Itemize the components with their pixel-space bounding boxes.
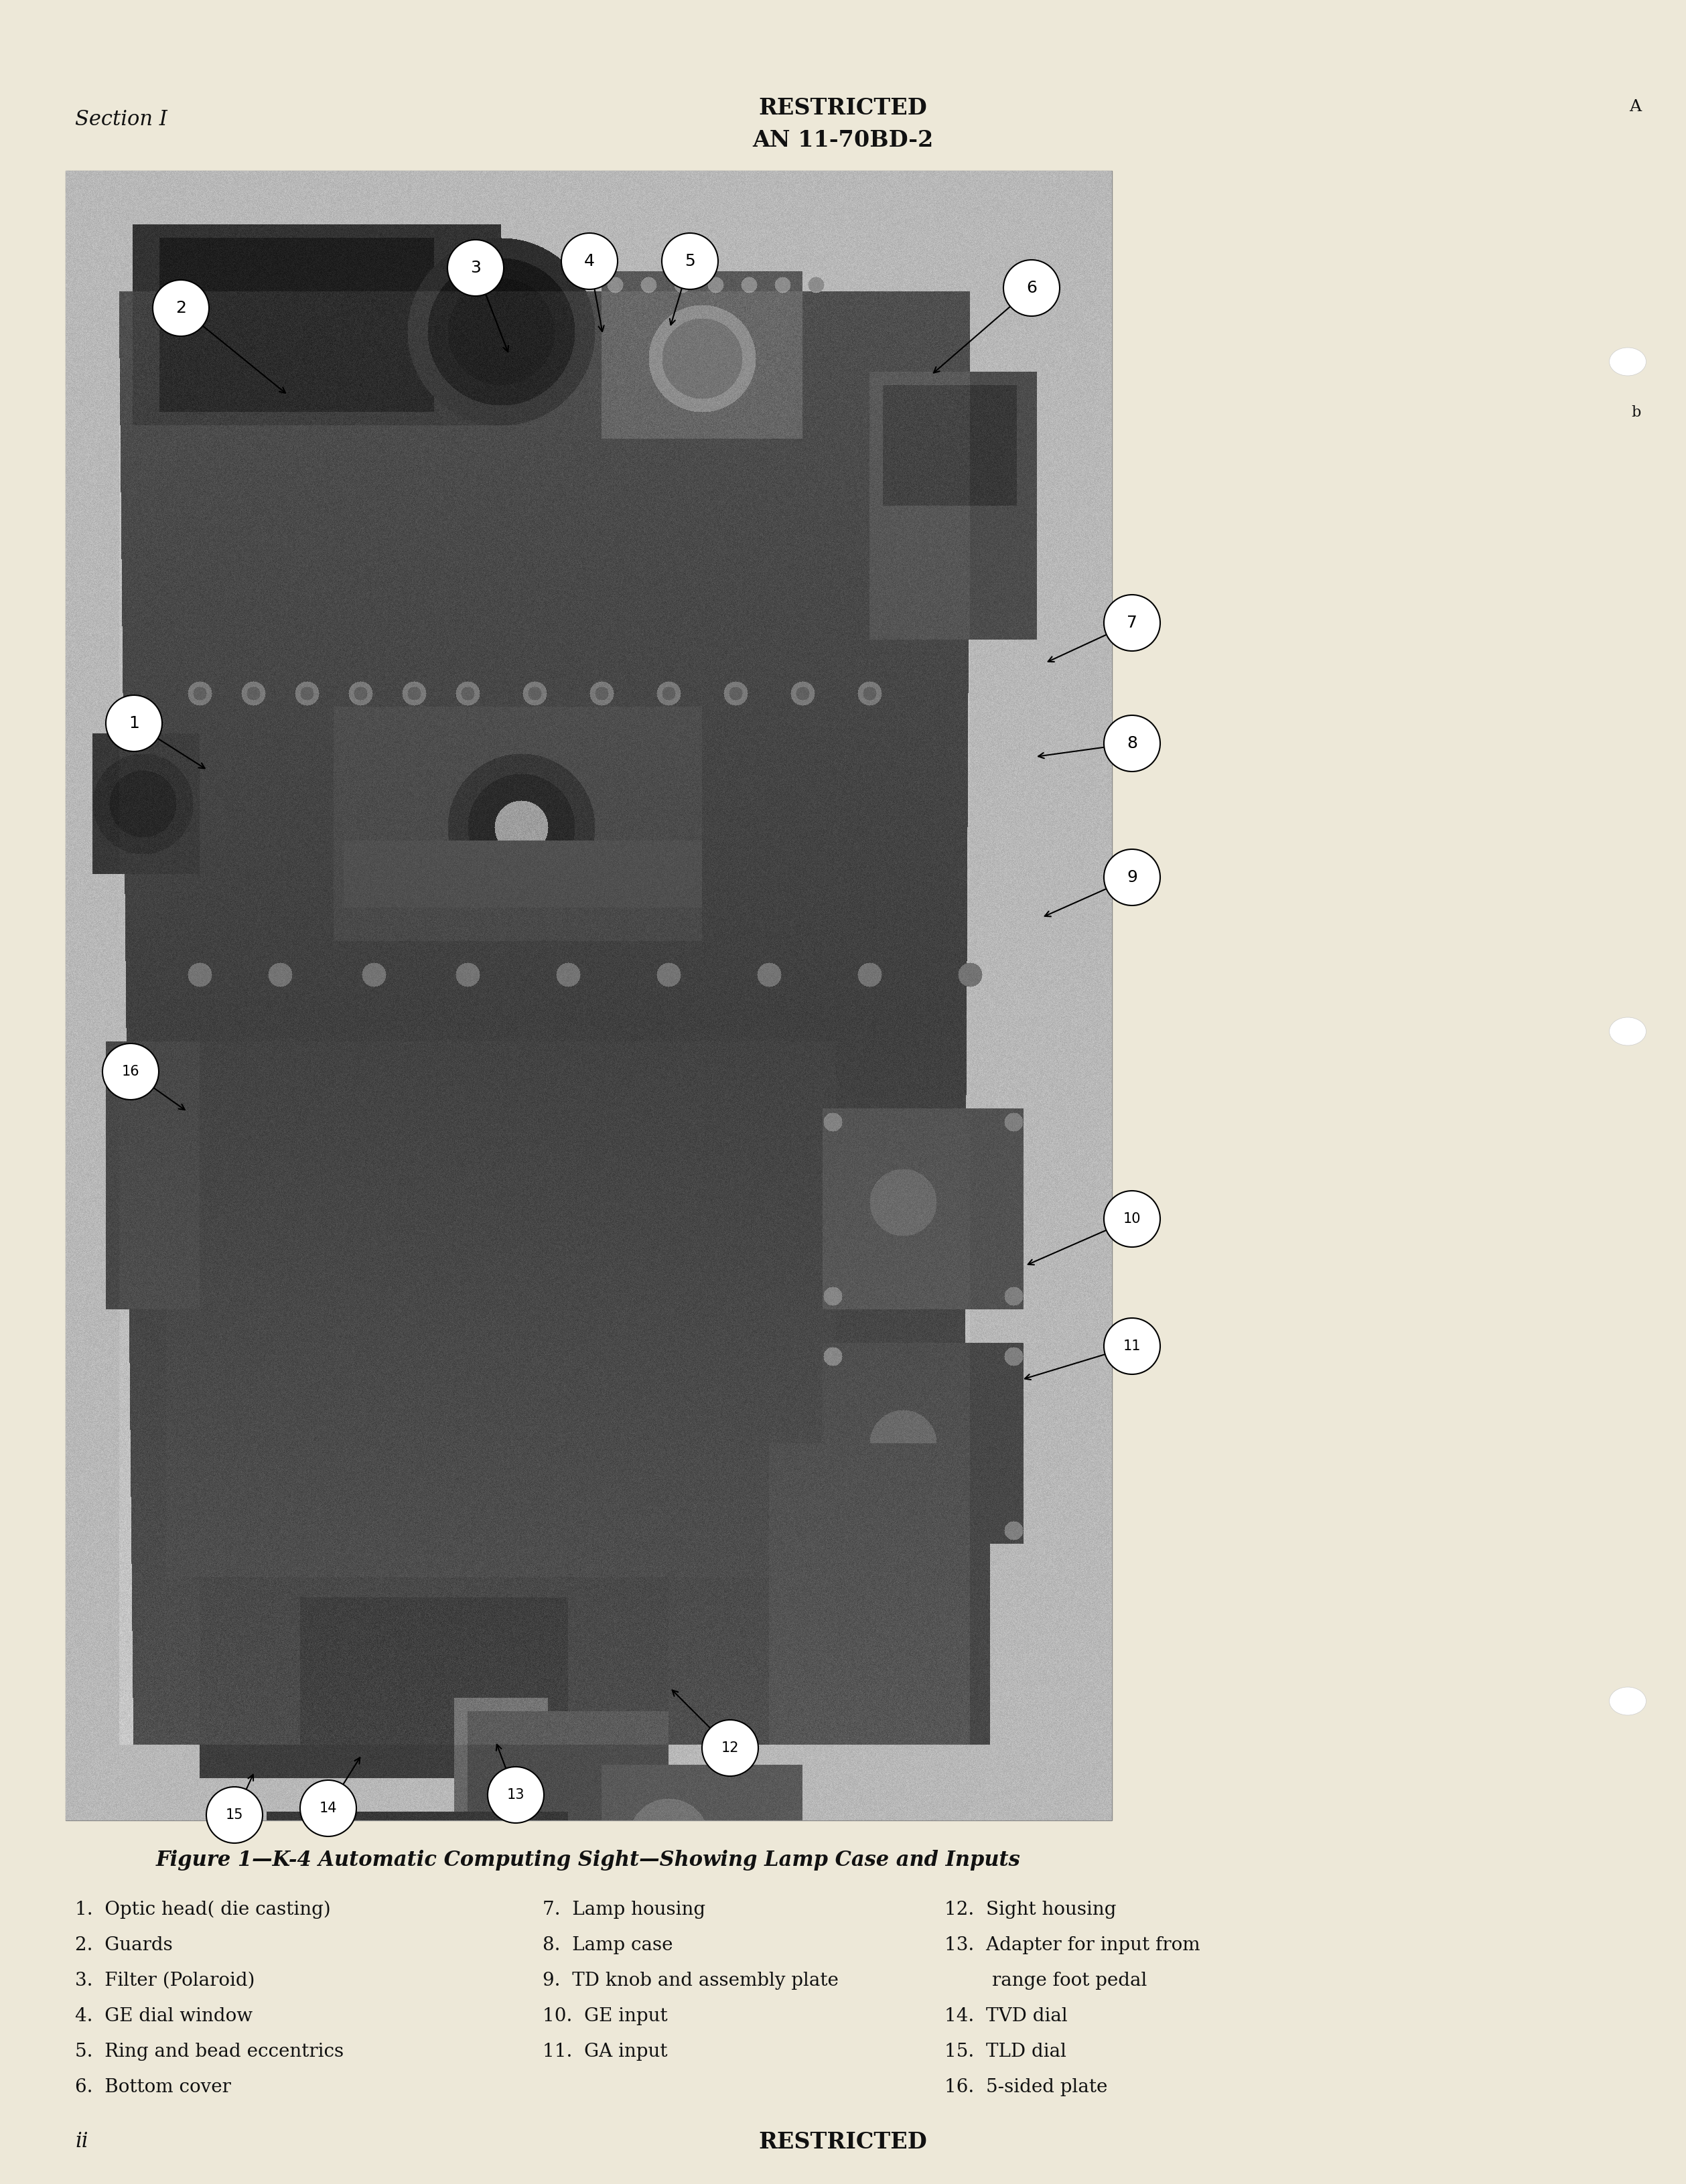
Text: range foot pedal: range foot pedal [944, 1972, 1146, 1990]
Bar [66, 170, 1113, 1819]
Text: 1.  Optic head( die casting): 1. Optic head( die casting) [74, 1900, 330, 1920]
Text: 10.  GE input: 10. GE input [543, 2007, 668, 2025]
Text: 7.  Lamp housing: 7. Lamp housing [543, 1900, 705, 1920]
Text: 10: 10 [1123, 1212, 1141, 1225]
Text: 9: 9 [1126, 869, 1138, 885]
Circle shape [1104, 594, 1160, 651]
Text: Figure 1—K-4 Automatic Computing Sight—Showing Lamp Case and Inputs: Figure 1—K-4 Automatic Computing Sight—S… [155, 1850, 1020, 1870]
Text: b: b [1632, 406, 1640, 419]
Text: 11: 11 [1123, 1339, 1141, 1352]
Text: RESTRICTED: RESTRICTED [759, 2132, 927, 2153]
Text: 15.  TLD dial: 15. TLD dial [944, 2042, 1066, 2062]
Text: 1: 1 [128, 716, 140, 732]
Text: 4: 4 [583, 253, 595, 269]
Text: AN 11-70BD-2: AN 11-70BD-2 [752, 129, 932, 151]
Circle shape [1003, 260, 1060, 317]
Circle shape [701, 1719, 759, 1776]
Text: 12: 12 [722, 1741, 738, 1754]
Text: 6.  Bottom cover: 6. Bottom cover [74, 2079, 231, 2097]
Text: 16.  5-sided plate: 16. 5-sided plate [944, 2079, 1108, 2097]
Text: 8: 8 [1126, 736, 1138, 751]
Text: 15: 15 [226, 1808, 243, 1821]
Circle shape [1104, 1190, 1160, 1247]
Text: 14: 14 [319, 1802, 337, 1815]
Text: 2.  Guards: 2. Guards [74, 1937, 172, 1955]
Circle shape [487, 1767, 545, 1824]
Text: 6: 6 [1027, 280, 1037, 297]
Text: 5.  Ring and bead eccentrics: 5. Ring and bead eccentrics [74, 2042, 344, 2062]
Circle shape [1104, 1317, 1160, 1374]
Ellipse shape [1610, 1018, 1646, 1046]
Text: ii: ii [74, 2132, 88, 2151]
Text: 16: 16 [121, 1066, 140, 1079]
Text: 12.  Sight housing: 12. Sight housing [944, 1900, 1116, 1920]
Text: RESTRICTED: RESTRICTED [759, 96, 927, 120]
Circle shape [447, 240, 504, 297]
Text: Section I: Section I [74, 109, 167, 129]
Text: 13: 13 [507, 1789, 524, 1802]
Circle shape [561, 234, 617, 288]
Circle shape [103, 1044, 158, 1101]
Text: 11.  GA input: 11. GA input [543, 2042, 668, 2062]
Text: 13.  Adapter for input from: 13. Adapter for input from [944, 1937, 1200, 1955]
Ellipse shape [1610, 1686, 1646, 1714]
Circle shape [153, 280, 209, 336]
Circle shape [1104, 716, 1160, 771]
Text: 14.  TVD dial: 14. TVD dial [944, 2007, 1067, 2025]
Ellipse shape [1610, 347, 1646, 376]
Circle shape [663, 234, 718, 288]
Text: 9.  TD knob and assembly plate: 9. TD knob and assembly plate [543, 1972, 838, 1990]
Circle shape [106, 695, 162, 751]
Text: A: A [1629, 98, 1640, 114]
Text: 7: 7 [1126, 616, 1138, 631]
Circle shape [300, 1780, 356, 1837]
Text: 3.  Filter (Polaroid): 3. Filter (Polaroid) [74, 1972, 255, 1990]
Text: 8.  Lamp case: 8. Lamp case [543, 1937, 673, 1955]
Circle shape [1104, 850, 1160, 906]
Text: 3: 3 [470, 260, 481, 275]
Text: 2: 2 [175, 299, 185, 317]
Circle shape [206, 1787, 263, 1843]
Text: 5: 5 [685, 253, 695, 269]
Text: 4.  GE dial window: 4. GE dial window [74, 2007, 253, 2025]
